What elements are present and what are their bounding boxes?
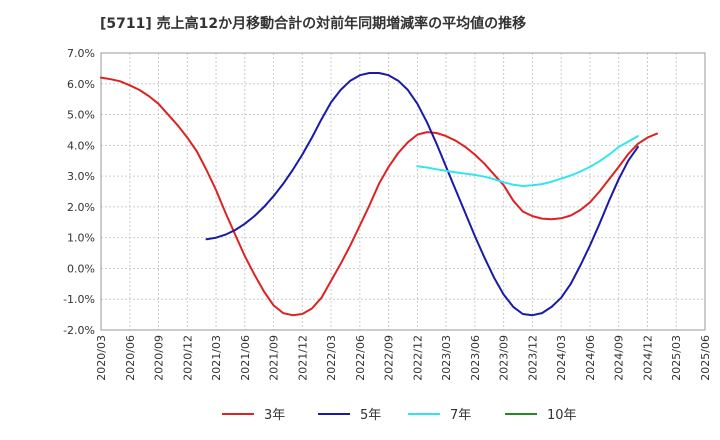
x-tick-label: 2024/06	[584, 335, 597, 381]
x-tick-label: 2021/06	[239, 335, 252, 381]
chart-title: [5711] 売上高12か月移動合計の対前年同期増減率の平均値の推移	[100, 16, 527, 32]
y-tick-label: 1.0%	[67, 232, 95, 245]
x-tick-label: 2022/09	[383, 335, 396, 381]
legend-label-5年: 5年	[360, 408, 381, 423]
y-tick-label: 2.0%	[67, 201, 95, 214]
y-tick-labels: -2.0% -1.0% 0.0% 1.0% 2.0% 3.0% 4.0% 5.0% 6.0% 7.…	[63, 47, 95, 337]
x-tick-label: 2022/12	[411, 335, 424, 381]
x-tick-label: 2021/12	[296, 335, 309, 381]
x-tick-label: 2020/06	[124, 335, 137, 381]
x-tick-label: 2022/03	[325, 335, 338, 381]
y-tick-label: 3.0%	[67, 170, 95, 183]
x-tick-label: 2020/12	[181, 335, 194, 381]
y-tick-label: 4.0%	[67, 139, 95, 152]
series-lines	[100, 72, 659, 317]
x-tick-label: 2023/06	[469, 335, 482, 381]
y-tick-label: 7.0%	[67, 47, 95, 60]
x-tick-label: 2020/09	[153, 335, 166, 381]
y-tick-label: -1.0%	[63, 293, 95, 306]
y-tick-label: 6.0%	[67, 78, 95, 91]
x-tick-label: 2022/06	[354, 335, 367, 381]
legend-label-3年: 3年	[264, 408, 285, 423]
x-tick-label: 2024/12	[641, 335, 654, 381]
series-line-7年	[416, 135, 639, 187]
y-tick-label: -2.0%	[63, 324, 95, 337]
plot-area	[101, 53, 705, 330]
x-tick-label: 2025/03	[670, 335, 683, 381]
legend-label-10年: 10年	[547, 408, 577, 423]
x-tick-label: 2023/12	[526, 335, 539, 381]
legend: 3年 5年 7年 10年	[222, 408, 577, 423]
y-tick-label: 5.0%	[67, 109, 95, 122]
series-line-3年	[100, 76, 659, 317]
plot-frame	[100, 52, 706, 331]
y-tick-label: 0.0%	[67, 262, 95, 275]
x-tick-label: 2020/03	[95, 335, 108, 381]
x-tick-label: 2025/06	[699, 335, 712, 381]
x-tick-label: 2021/09	[268, 335, 281, 381]
x-tick-label: 2024/03	[555, 335, 568, 381]
axes	[100, 52, 706, 331]
x-tick-label: 2024/09	[613, 335, 626, 381]
x-tick-labels: 2020/03 2020/06 2020/09 2020/12 2021/03 2021/…	[95, 335, 712, 381]
x-tick-label: 2023/09	[498, 335, 511, 381]
legend-label-7年: 7年	[450, 408, 471, 423]
series-line-5年	[205, 72, 639, 317]
x-tick-label: 2021/03	[210, 335, 223, 381]
x-tick-label: 2023/03	[440, 335, 453, 381]
